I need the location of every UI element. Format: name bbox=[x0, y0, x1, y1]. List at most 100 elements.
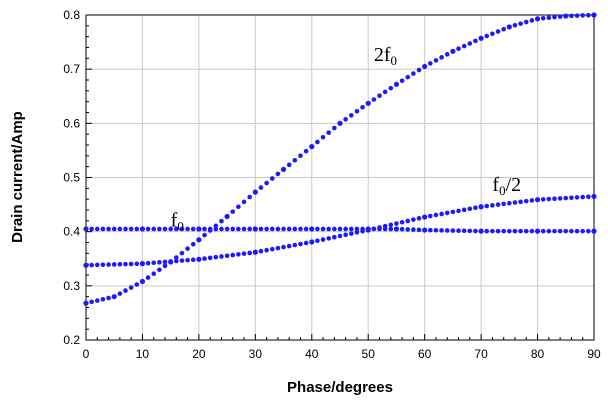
series-dot bbox=[343, 226, 348, 232]
series-dot bbox=[399, 78, 405, 84]
series-dot bbox=[196, 237, 202, 243]
series-dot bbox=[552, 14, 557, 20]
series-dot bbox=[360, 228, 365, 234]
series-dot bbox=[569, 195, 574, 201]
series-dot bbox=[371, 97, 377, 102]
series-dot bbox=[253, 226, 258, 232]
series-dot bbox=[292, 157, 298, 163]
series-dot bbox=[140, 261, 145, 266]
series-dot bbox=[236, 252, 241, 257]
series-dot bbox=[89, 226, 94, 232]
y-tick-label: 0.6 bbox=[63, 116, 80, 130]
series-dot bbox=[467, 228, 473, 234]
series-dot bbox=[224, 214, 230, 219]
series-dot bbox=[574, 195, 580, 200]
series-layer bbox=[83, 12, 597, 306]
series-dot bbox=[123, 226, 128, 232]
y-tick-label: 0.5 bbox=[63, 171, 80, 185]
series-dot bbox=[337, 233, 343, 239]
series-dot bbox=[569, 13, 574, 19]
series-dot bbox=[450, 48, 456, 54]
series-dot bbox=[134, 282, 140, 287]
series-dot bbox=[83, 226, 89, 232]
series-dot bbox=[236, 226, 241, 232]
series-dot bbox=[540, 197, 546, 202]
series-dot bbox=[207, 228, 213, 233]
series-dot bbox=[348, 226, 354, 232]
series-dot bbox=[332, 125, 337, 131]
series-dot bbox=[320, 237, 326, 242]
series-dot bbox=[337, 121, 343, 126]
series-dot bbox=[219, 254, 224, 259]
series-dot bbox=[523, 228, 529, 234]
series-dot bbox=[433, 227, 439, 233]
series-dot bbox=[512, 228, 518, 234]
series-dot bbox=[111, 226, 117, 232]
x-tick-label: 20 bbox=[192, 347, 206, 361]
series-dot bbox=[128, 285, 134, 290]
series-dot bbox=[501, 228, 506, 234]
x-tick-label: 70 bbox=[474, 347, 488, 361]
series-dot bbox=[230, 209, 236, 214]
x-tick-label: 40 bbox=[305, 347, 319, 361]
series-dot bbox=[134, 261, 140, 267]
series-dot bbox=[439, 55, 444, 60]
series-dot bbox=[275, 171, 281, 177]
series-dot bbox=[416, 227, 422, 233]
series-dot bbox=[269, 226, 275, 232]
series-dot bbox=[241, 226, 247, 232]
series-dot bbox=[563, 195, 569, 201]
x-tick-label: 80 bbox=[531, 347, 545, 361]
series-dot bbox=[490, 228, 495, 234]
series-dot bbox=[207, 255, 213, 261]
series-dot bbox=[230, 226, 236, 232]
series-dot bbox=[123, 288, 128, 293]
series-dot bbox=[185, 246, 190, 251]
series-dot bbox=[213, 223, 219, 229]
series-dot bbox=[332, 234, 337, 240]
series-dot bbox=[315, 139, 320, 145]
series-dot bbox=[478, 204, 484, 210]
series-dot bbox=[518, 228, 523, 234]
series-dot bbox=[574, 13, 580, 18]
series-dot bbox=[422, 227, 427, 233]
series-dot bbox=[444, 228, 450, 233]
series-dot bbox=[320, 226, 326, 232]
series-dot bbox=[388, 222, 394, 228]
y-tick-label: 0.7 bbox=[63, 62, 80, 76]
series-label-0: f0 bbox=[171, 209, 184, 233]
series-dot bbox=[591, 12, 597, 18]
series-dot bbox=[162, 263, 168, 269]
y-tick-label: 0.4 bbox=[63, 225, 80, 239]
series-label-2: 2f0 bbox=[374, 44, 397, 68]
series-dot bbox=[535, 197, 540, 203]
series-dot bbox=[450, 209, 456, 215]
series-dot bbox=[128, 261, 134, 267]
series-dot bbox=[467, 41, 473, 46]
series-dot bbox=[484, 33, 490, 39]
series-dot bbox=[456, 46, 461, 51]
series-dot bbox=[495, 228, 501, 234]
series-dot bbox=[422, 214, 427, 220]
series-dot bbox=[309, 226, 315, 232]
series-dot bbox=[365, 227, 371, 233]
series-dot bbox=[495, 202, 501, 207]
series-dot bbox=[580, 194, 586, 200]
x-tick-label: 60 bbox=[418, 347, 432, 361]
series-dot bbox=[145, 275, 151, 280]
series-dot bbox=[461, 207, 467, 213]
series-dot bbox=[117, 291, 123, 296]
series-dot bbox=[111, 262, 117, 267]
series-dot bbox=[337, 226, 343, 232]
series-dot bbox=[94, 226, 100, 232]
series-dot bbox=[394, 82, 399, 87]
series-dot bbox=[185, 257, 190, 263]
series-dot bbox=[213, 254, 219, 260]
series-1 bbox=[83, 193, 597, 268]
series-dot bbox=[507, 200, 512, 206]
series-dot bbox=[507, 228, 512, 234]
series-dot bbox=[569, 228, 574, 234]
series-label-1: f0/2 bbox=[492, 174, 521, 198]
series-dot bbox=[179, 258, 185, 263]
series-dot bbox=[179, 250, 185, 256]
